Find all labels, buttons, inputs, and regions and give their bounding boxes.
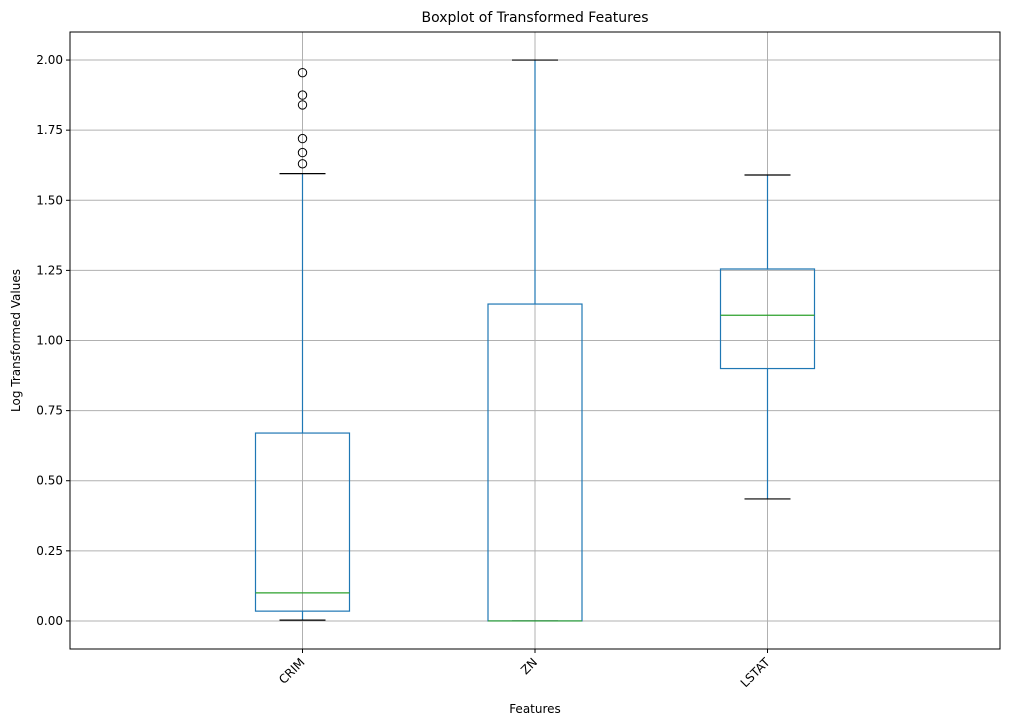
box-zn — [487, 59, 583, 622]
outlier-point — [297, 147, 308, 158]
y-tick-label: 0.75 — [36, 404, 63, 418]
y-tick-label: 2.00 — [36, 53, 63, 67]
y-tick-label: 0.00 — [36, 614, 63, 628]
outlier-point — [297, 159, 308, 169]
box-iqr — [719, 268, 816, 370]
y-axis-ticks: 0.00 0.25 0.50 0.75 1.00 1.25 1.50 1.75 2.00 — [36, 53, 70, 628]
boxes — [254, 59, 816, 622]
y-axis-title: Log Transformed Values — [9, 269, 23, 412]
chart-title: Boxplot of Transformed Features — [421, 10, 648, 26]
outlier-point — [297, 100, 308, 110]
box-iqr — [254, 432, 351, 612]
y-tick-label: 1.75 — [36, 123, 63, 137]
x-axis-title: Features — [509, 702, 561, 716]
y-tick-label: 0.50 — [36, 474, 63, 488]
box-crim — [254, 67, 351, 621]
y-tick-label: 1.25 — [36, 263, 63, 277]
outlier-point — [297, 67, 308, 78]
y-tick-label: 1.50 — [36, 193, 63, 207]
box-lstat — [719, 174, 816, 500]
y-tick-label: 1.00 — [36, 334, 63, 348]
outlier-point — [297, 133, 308, 144]
outlier-point — [297, 90, 308, 100]
y-tick-label: 0.25 — [36, 544, 63, 558]
